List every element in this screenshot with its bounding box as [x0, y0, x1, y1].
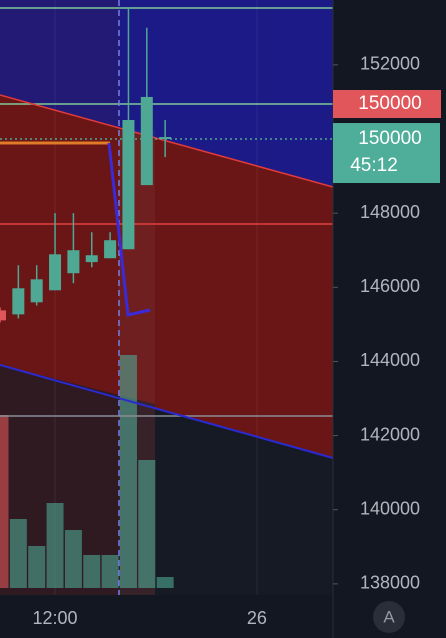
candle-layer — [0, 7, 172, 323]
candle-body — [159, 137, 172, 140]
y-tick-label: 138000 — [360, 573, 420, 593]
volume-bar — [138, 460, 156, 588]
volume-bar — [28, 546, 46, 588]
time-axis — [0, 595, 333, 638]
candle-body — [12, 288, 25, 315]
y-tick-label: 152000 — [360, 54, 420, 74]
volume-bar — [64, 530, 82, 588]
price-tag — [333, 123, 440, 184]
y-tick-label: 142000 — [360, 424, 420, 444]
current-price-tag: 150000 45:12 — [333, 123, 440, 184]
current-price-label: 150000 — [358, 128, 421, 149]
candle-body — [122, 120, 135, 250]
drawing-path — [107, 142, 151, 317]
y-tick-label: 140000 — [360, 498, 420, 518]
overlap-zone — [0, 0, 120, 128]
volume-bar — [101, 555, 119, 588]
candle-body — [0, 310, 6, 321]
alert-label: 150000 — [358, 93, 421, 114]
alert-tag — [333, 90, 441, 118]
trend-line — [0, 94, 334, 188]
volume-bar — [46, 503, 64, 588]
auto-scale-label[interactable]: A — [383, 607, 395, 626]
volume-layer — [0, 355, 174, 588]
volume-bar — [119, 355, 137, 588]
auto-scale-button[interactable] — [373, 601, 405, 633]
volume-bar — [9, 519, 27, 588]
candle-body — [104, 240, 117, 259]
x-tick-label: 26 — [247, 608, 267, 628]
candle-body — [140, 96, 153, 186]
y-tick-label: 148000 — [360, 202, 420, 222]
x-tick-label: 12:00 — [33, 608, 78, 628]
y-tick-label: 146000 — [360, 276, 420, 296]
volume-bar — [83, 555, 101, 588]
candle-body — [30, 279, 43, 303]
countdown-label: 45:12 — [350, 155, 398, 176]
y-tick-label: 144000 — [360, 350, 420, 370]
volume-bar — [0, 415, 9, 588]
candle-body — [67, 250, 80, 274]
lower-zone — [0, 365, 155, 595]
volume-bar — [156, 577, 174, 588]
red-zone — [0, 95, 333, 458]
candle-body — [85, 255, 98, 263]
trend-line — [0, 364, 334, 459]
candle-body — [49, 254, 62, 291]
